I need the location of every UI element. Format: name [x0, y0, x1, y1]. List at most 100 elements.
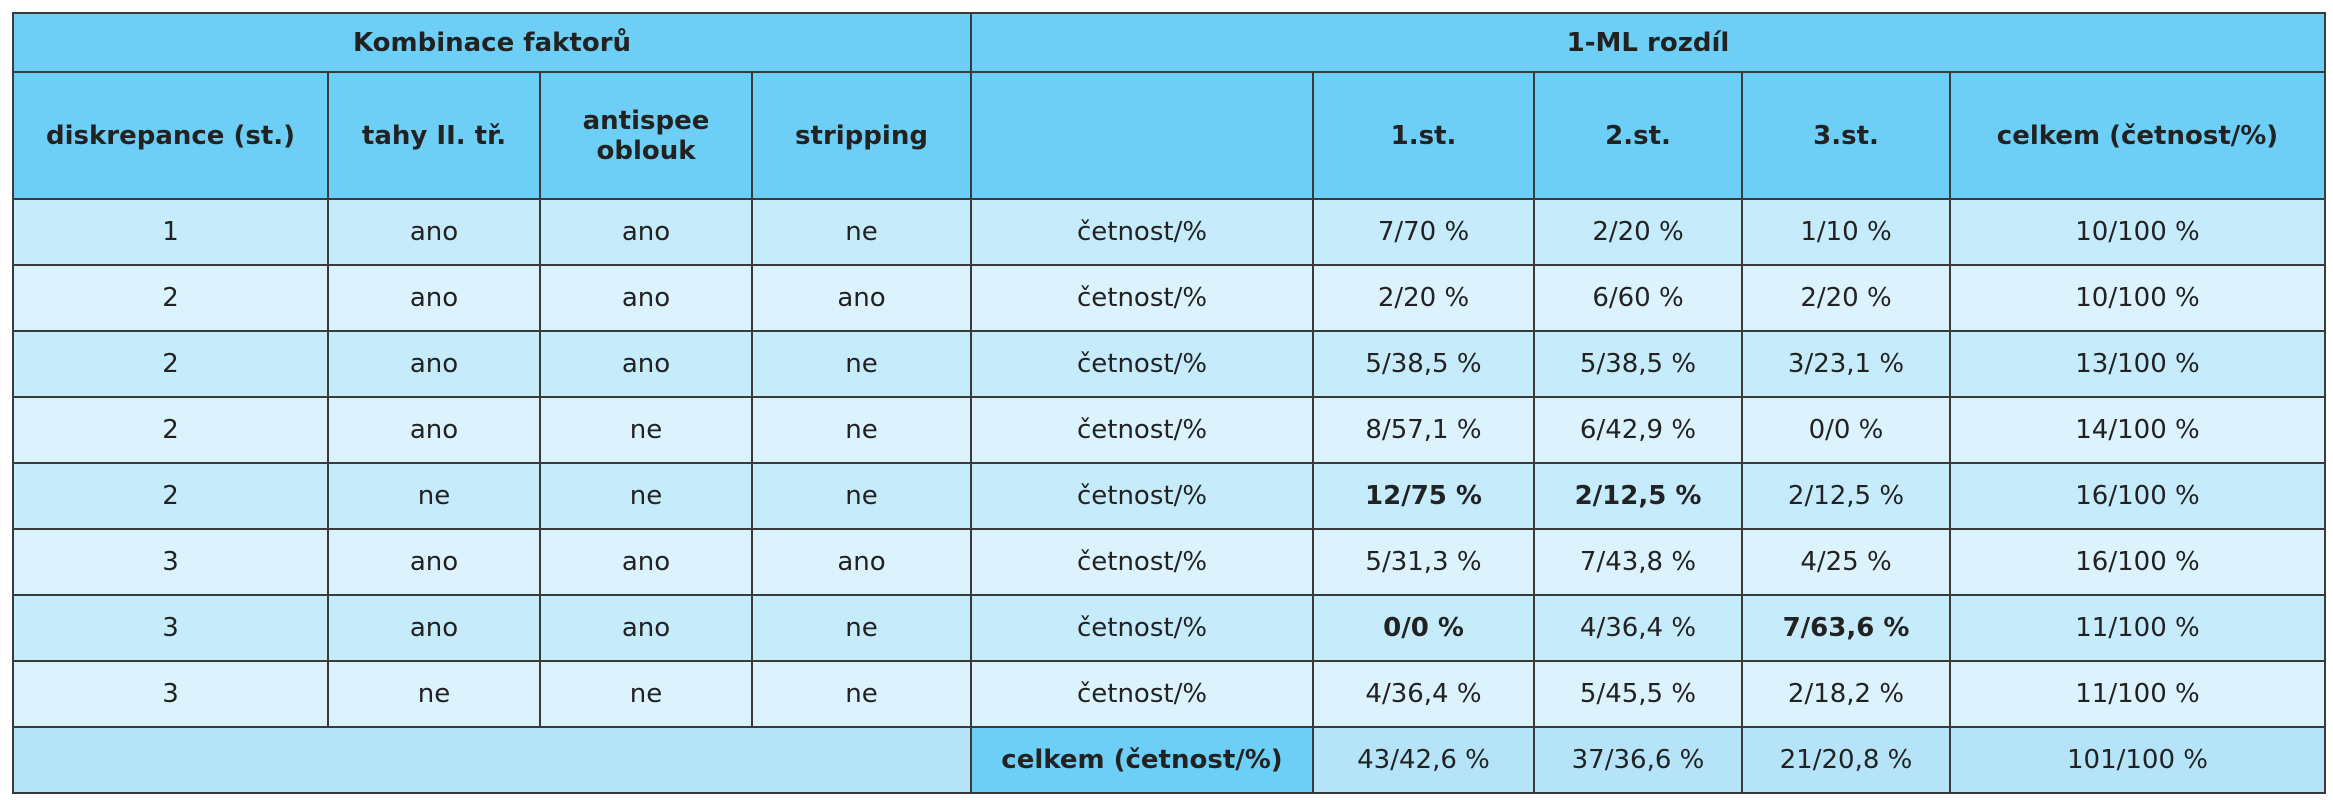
table-cell: 11/100 %	[1949, 660, 2326, 728]
table-cell: 2/12,5 %	[1533, 462, 1743, 530]
table-cell: 5/38,5 %	[1533, 330, 1743, 398]
table-cell: ano	[327, 594, 541, 662]
table-cell: 16/100 %	[1949, 462, 2326, 530]
table-cell: 4/36,4 %	[1312, 660, 1535, 728]
table-cell: 7/63,6 %	[1741, 594, 1951, 662]
table-cell: 2/20 %	[1312, 264, 1535, 332]
table-cell: 4/25 %	[1741, 528, 1951, 596]
table-row: 2 ano ano ano četnost/% 2/20 % 6/60 % 2/20 % 10/…	[12, 264, 2326, 332]
column-header: antispee oblouk	[539, 71, 753, 200]
table-cell: četnost/%	[970, 528, 1314, 596]
table-cell: 4/36,4 %	[1533, 594, 1743, 662]
table-cell: 6/60 %	[1533, 264, 1743, 332]
table-cell: četnost/%	[970, 594, 1314, 662]
table-cell: 21/20,8 %	[1741, 726, 1951, 794]
table-cell: ano	[539, 330, 753, 398]
table-cell: ne	[539, 396, 753, 464]
table-cell: ano	[539, 264, 753, 332]
column-header	[970, 71, 1314, 200]
table-cell: ne	[751, 462, 972, 530]
table-row: 2 ano ano ne četnost/% 5/38,5 % 5/38,5 % 3/23,1…	[12, 330, 2326, 398]
table-cell: ne	[751, 594, 972, 662]
table-row: 3 ano ano ne četnost/% 0/0 % 4/36,4 % 7/63,6 % 1…	[12, 594, 2326, 662]
column-header: 3.st.	[1741, 71, 1951, 200]
table-cell: 0/0 %	[1741, 396, 1951, 464]
table-cell: 10/100 %	[1949, 198, 2326, 266]
table-row: 2 ne ne ne četnost/% 12/75 % 2/12,5 % 2/12,5 % 1…	[12, 462, 2326, 530]
total-row: celkem (četnost/%) 43/42,6 % 37/36,6 % 21/2…	[12, 726, 2326, 794]
table-cell: ano	[327, 528, 541, 596]
table-cell	[12, 726, 972, 794]
table-cell: četnost/%	[970, 330, 1314, 398]
table-cell: ano	[751, 528, 972, 596]
column-header: 1.st.	[1312, 71, 1535, 200]
table-cell: 14/100 %	[1949, 396, 2326, 464]
table-cell: ne	[751, 330, 972, 398]
table-row: 2 ano ne ne četnost/% 8/57,1 % 6/42,9 % 0/0 % 14…	[12, 396, 2326, 464]
table-cell: četnost/%	[970, 462, 1314, 530]
table-cell: 7/70 %	[1312, 198, 1535, 266]
table-cell: 2	[12, 396, 329, 464]
table-cell: 37/36,6 %	[1533, 726, 1743, 794]
table-cell: ano	[327, 330, 541, 398]
table-cell: 2/20 %	[1533, 198, 1743, 266]
table-cell: 3/23,1 %	[1741, 330, 1951, 398]
table-cell: 2	[12, 330, 329, 398]
table-cell: 8/57,1 %	[1312, 396, 1535, 464]
table-cell: ne	[327, 462, 541, 530]
table-row: 1 ano ano ne četnost/% 7/70 % 2/20 % 1/10 % 10/1…	[12, 198, 2326, 266]
column-header: tahy II. tř.	[327, 71, 541, 200]
table-cell: ne	[327, 660, 541, 728]
table-cell: ano	[539, 528, 753, 596]
table-cell: 0/0 %	[1312, 594, 1535, 662]
table-cell: ne	[751, 396, 972, 464]
table-cell: 2	[12, 462, 329, 530]
table-row: 3 ne ne ne četnost/% 4/36,4 % 5/45,5 % 2/18,2 %…	[12, 660, 2326, 728]
table-cell: 11/100 %	[1949, 594, 2326, 662]
table-cell: ne	[751, 660, 972, 728]
table-cell: 3	[12, 594, 329, 662]
table-cell: 6/42,9 %	[1533, 396, 1743, 464]
table-cell: 101/100 %	[1949, 726, 2326, 794]
table-cell: ne	[539, 660, 753, 728]
table-cell: ano	[327, 264, 541, 332]
table-cell: 7/43,8 %	[1533, 528, 1743, 596]
table-cell: 12/75 %	[1312, 462, 1535, 530]
table-cell: 2	[12, 264, 329, 332]
table-cell: 5/45,5 %	[1533, 660, 1743, 728]
table-cell: četnost/%	[970, 396, 1314, 464]
table-cell: 2/20 %	[1741, 264, 1951, 332]
table-cell: 2/12,5 %	[1741, 462, 1951, 530]
table-cell: 1/10 %	[1741, 198, 1951, 266]
data-table: Kombinace faktorů 1-ML rozdíl diskrepanc…	[12, 12, 2326, 794]
table-cell: 10/100 %	[1949, 264, 2326, 332]
table-cell: 5/31,3 %	[1312, 528, 1535, 596]
total-label: celkem (četnost/%)	[970, 726, 1314, 794]
table-cell: ano	[539, 594, 753, 662]
table-cell: 13/100 %	[1949, 330, 2326, 398]
column-header: 2.st.	[1533, 71, 1743, 200]
column-header: diskrepance (st.)	[12, 71, 329, 200]
group-header: Kombinace faktorů	[12, 12, 972, 73]
column-header: stripping	[751, 71, 972, 200]
table-row: 3 ano ano ano četnost/% 5/31,3 % 7/43,8 % 4/25 …	[12, 528, 2326, 596]
table-cell: ano	[539, 198, 753, 266]
table-cell: 43/42,6 %	[1312, 726, 1535, 794]
table-cell: ne	[539, 462, 753, 530]
table-cell: četnost/%	[970, 264, 1314, 332]
column-header: celkem (četnost/%)	[1949, 71, 2326, 200]
group-header: 1-ML rozdíl	[970, 12, 2326, 73]
table-cell: četnost/%	[970, 660, 1314, 728]
table-cell: 3	[12, 528, 329, 596]
table-cell: ne	[751, 198, 972, 266]
table-cell: 1	[12, 198, 329, 266]
table-cell: ano	[751, 264, 972, 332]
table-cell: ano	[327, 396, 541, 464]
table-cell: 2/18,2 %	[1741, 660, 1951, 728]
table-cell: ano	[327, 198, 541, 266]
table-cell: 3	[12, 660, 329, 728]
table-cell: 5/38,5 %	[1312, 330, 1535, 398]
table-cell: četnost/%	[970, 198, 1314, 266]
table-cell: 16/100 %	[1949, 528, 2326, 596]
